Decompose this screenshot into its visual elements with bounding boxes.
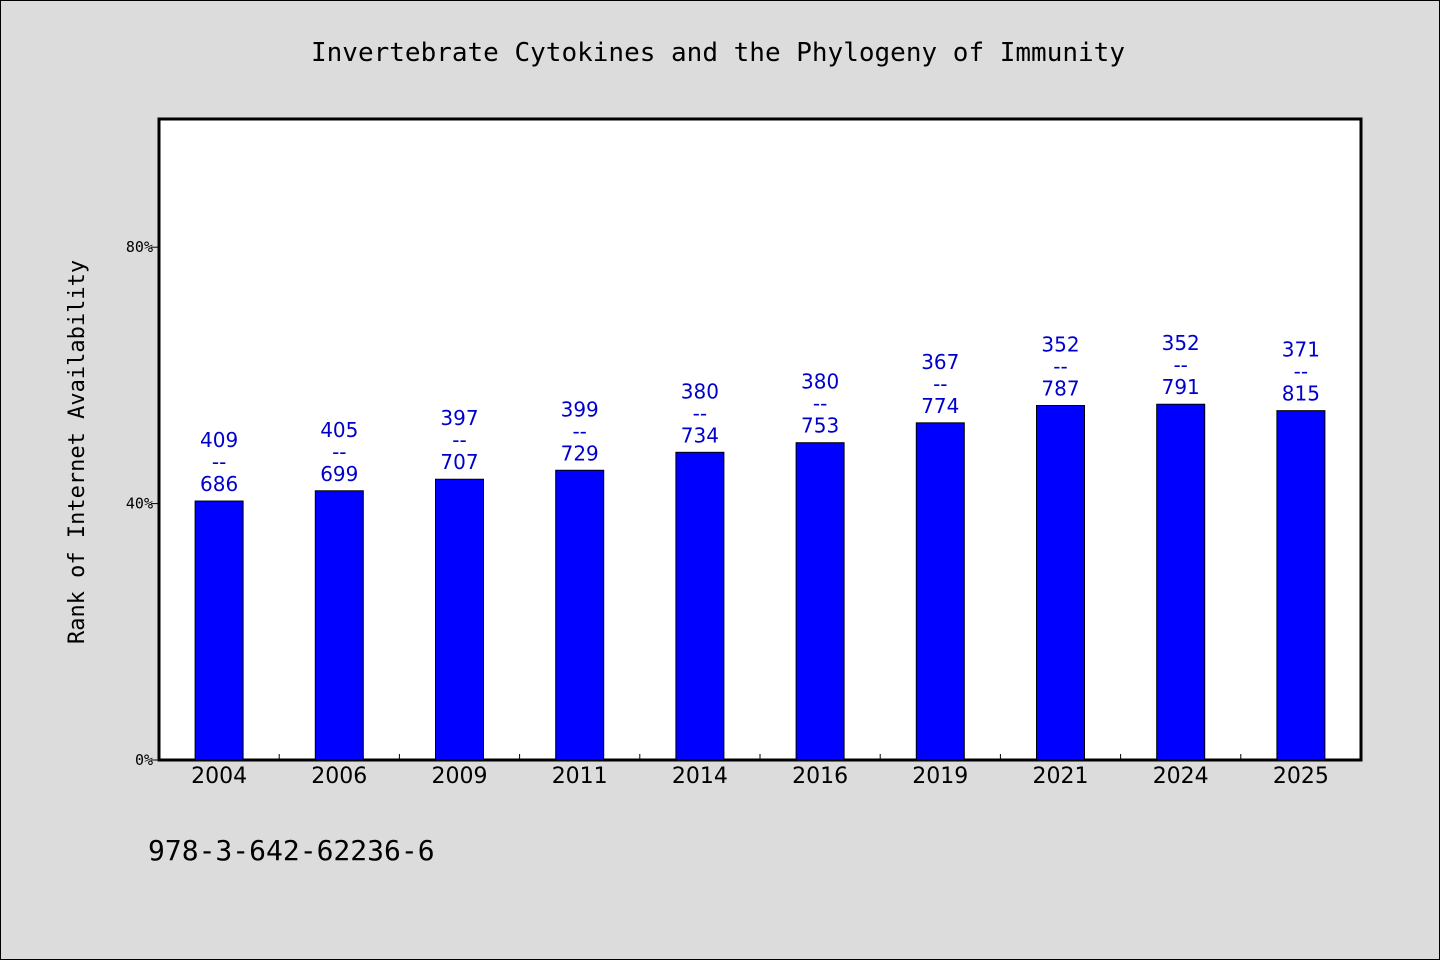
- isbn-footer: 978-3-642-62236-6: [148, 834, 435, 867]
- bar: [795, 442, 845, 761]
- x-tick-label: 2014: [672, 764, 728, 789]
- chart-title: Invertebrate Cytokines and the Phylogeny…: [311, 38, 1125, 68]
- data-label: --: [332, 440, 346, 464]
- y-tick-label: 40%: [126, 495, 153, 513]
- data-labels: 409--686405--699397--707399--729380--734…: [200, 331, 1320, 496]
- data-label: 753: [801, 414, 839, 438]
- data-label: 686: [200, 472, 238, 496]
- y-tick-label: 80%: [126, 238, 153, 256]
- bar: [1276, 410, 1326, 761]
- x-axis: 2004 2006 2009 2011 2014 2016 2019 2021 2024 2025: [191, 754, 1329, 789]
- x-tick-label: 2004: [191, 764, 247, 789]
- data-label: 352: [1041, 333, 1079, 357]
- data-label: 380: [681, 379, 719, 403]
- data-label: --: [452, 428, 466, 452]
- data-label: 707: [440, 450, 478, 474]
- data-label: --: [1294, 360, 1308, 384]
- x-tick-label: 2006: [311, 764, 367, 789]
- data-label: 352: [1162, 331, 1200, 355]
- data-label: 734: [681, 423, 719, 447]
- data-label: --: [212, 450, 226, 474]
- data-label: 380: [801, 370, 839, 394]
- data-label: 371: [1282, 338, 1320, 362]
- data-label: --: [572, 419, 586, 443]
- x-tick-label: 2019: [912, 764, 968, 789]
- data-label: 409: [200, 428, 238, 452]
- data-label: 815: [1282, 382, 1320, 406]
- x-tick-label: 2021: [1033, 764, 1089, 789]
- data-label: 729: [561, 441, 599, 465]
- bar: [194, 500, 244, 761]
- bar: [1036, 405, 1085, 761]
- y-tick-label: 0%: [135, 751, 153, 769]
- bar: [1156, 403, 1206, 761]
- data-label: 367: [921, 350, 959, 374]
- data-label: 774: [921, 394, 959, 418]
- x-tick-label: 2016: [792, 764, 848, 789]
- data-label: 399: [561, 397, 599, 421]
- bar: [555, 469, 605, 761]
- data-label: 791: [1162, 375, 1200, 399]
- data-label: --: [1053, 355, 1067, 379]
- data-label: 397: [440, 406, 478, 430]
- data-label: --: [813, 392, 827, 416]
- x-tick-label: 2024: [1153, 764, 1209, 789]
- data-label: 787: [1041, 377, 1079, 401]
- y-axis: 0% 40% 80%: [126, 238, 159, 769]
- bar: [435, 478, 484, 761]
- data-label: 405: [320, 418, 358, 442]
- data-label: --: [933, 372, 947, 396]
- y-axis-label: Rank of Internet Availability: [65, 260, 90, 644]
- bars: [194, 403, 1326, 761]
- x-tick-label: 2025: [1273, 764, 1329, 789]
- data-label: 699: [320, 462, 358, 486]
- x-tick-label: 2009: [432, 764, 488, 789]
- data-label: --: [1173, 353, 1187, 377]
- x-tick-label: 2011: [552, 764, 608, 789]
- data-label: --: [693, 401, 707, 425]
- bar: [675, 451, 725, 761]
- bar: [314, 490, 364, 761]
- bar: [915, 422, 965, 761]
